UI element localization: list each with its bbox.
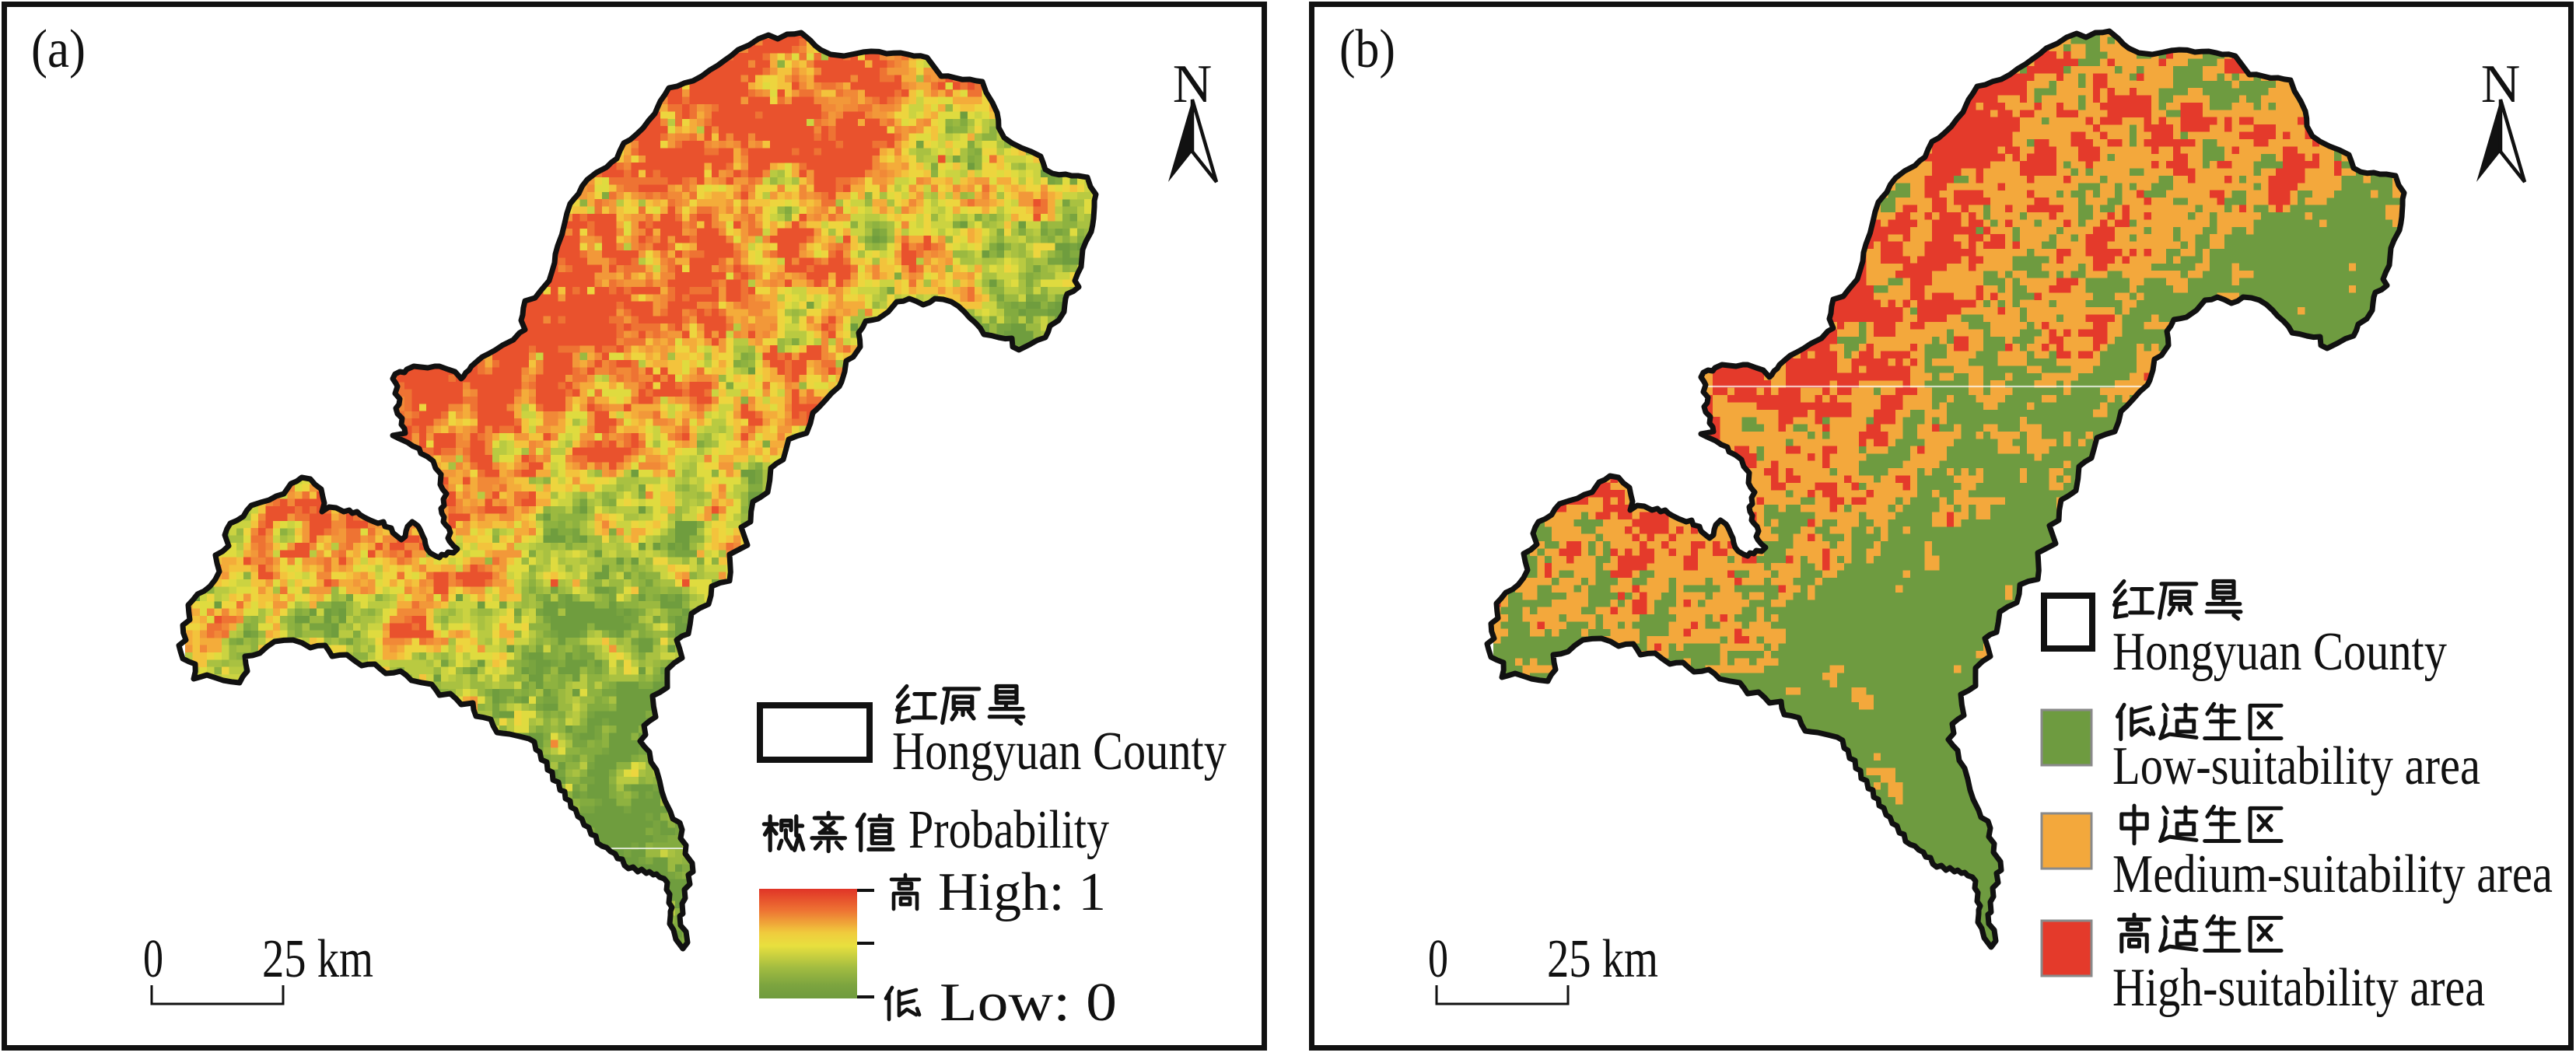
svg-text:0: 0 [143, 929, 163, 989]
svg-text:25 km: 25 km [262, 929, 373, 989]
svg-text:0: 0 [1428, 929, 1448, 989]
svg-text:High-suitability area: High-suitability area [2112, 958, 2485, 1018]
svg-text:High: 1: High: 1 [938, 862, 1106, 922]
svg-text:Medium-suitability area: Medium-suitability area [2112, 844, 2553, 904]
svg-text:(b): (b) [1339, 19, 1395, 79]
svg-text:25 km: 25 km [1547, 929, 1658, 989]
svg-text:Probability: Probability [908, 800, 1109, 860]
svg-text:Low-suitability area: Low-suitability area [2112, 736, 2480, 796]
svg-text:Hongyuan County: Hongyuan County [2112, 622, 2447, 682]
svg-text:Low: 0: Low: 0 [940, 973, 1117, 1033]
svg-text:(a): (a) [31, 19, 86, 79]
svg-text:Hongyuan County: Hongyuan County [892, 722, 1227, 782]
